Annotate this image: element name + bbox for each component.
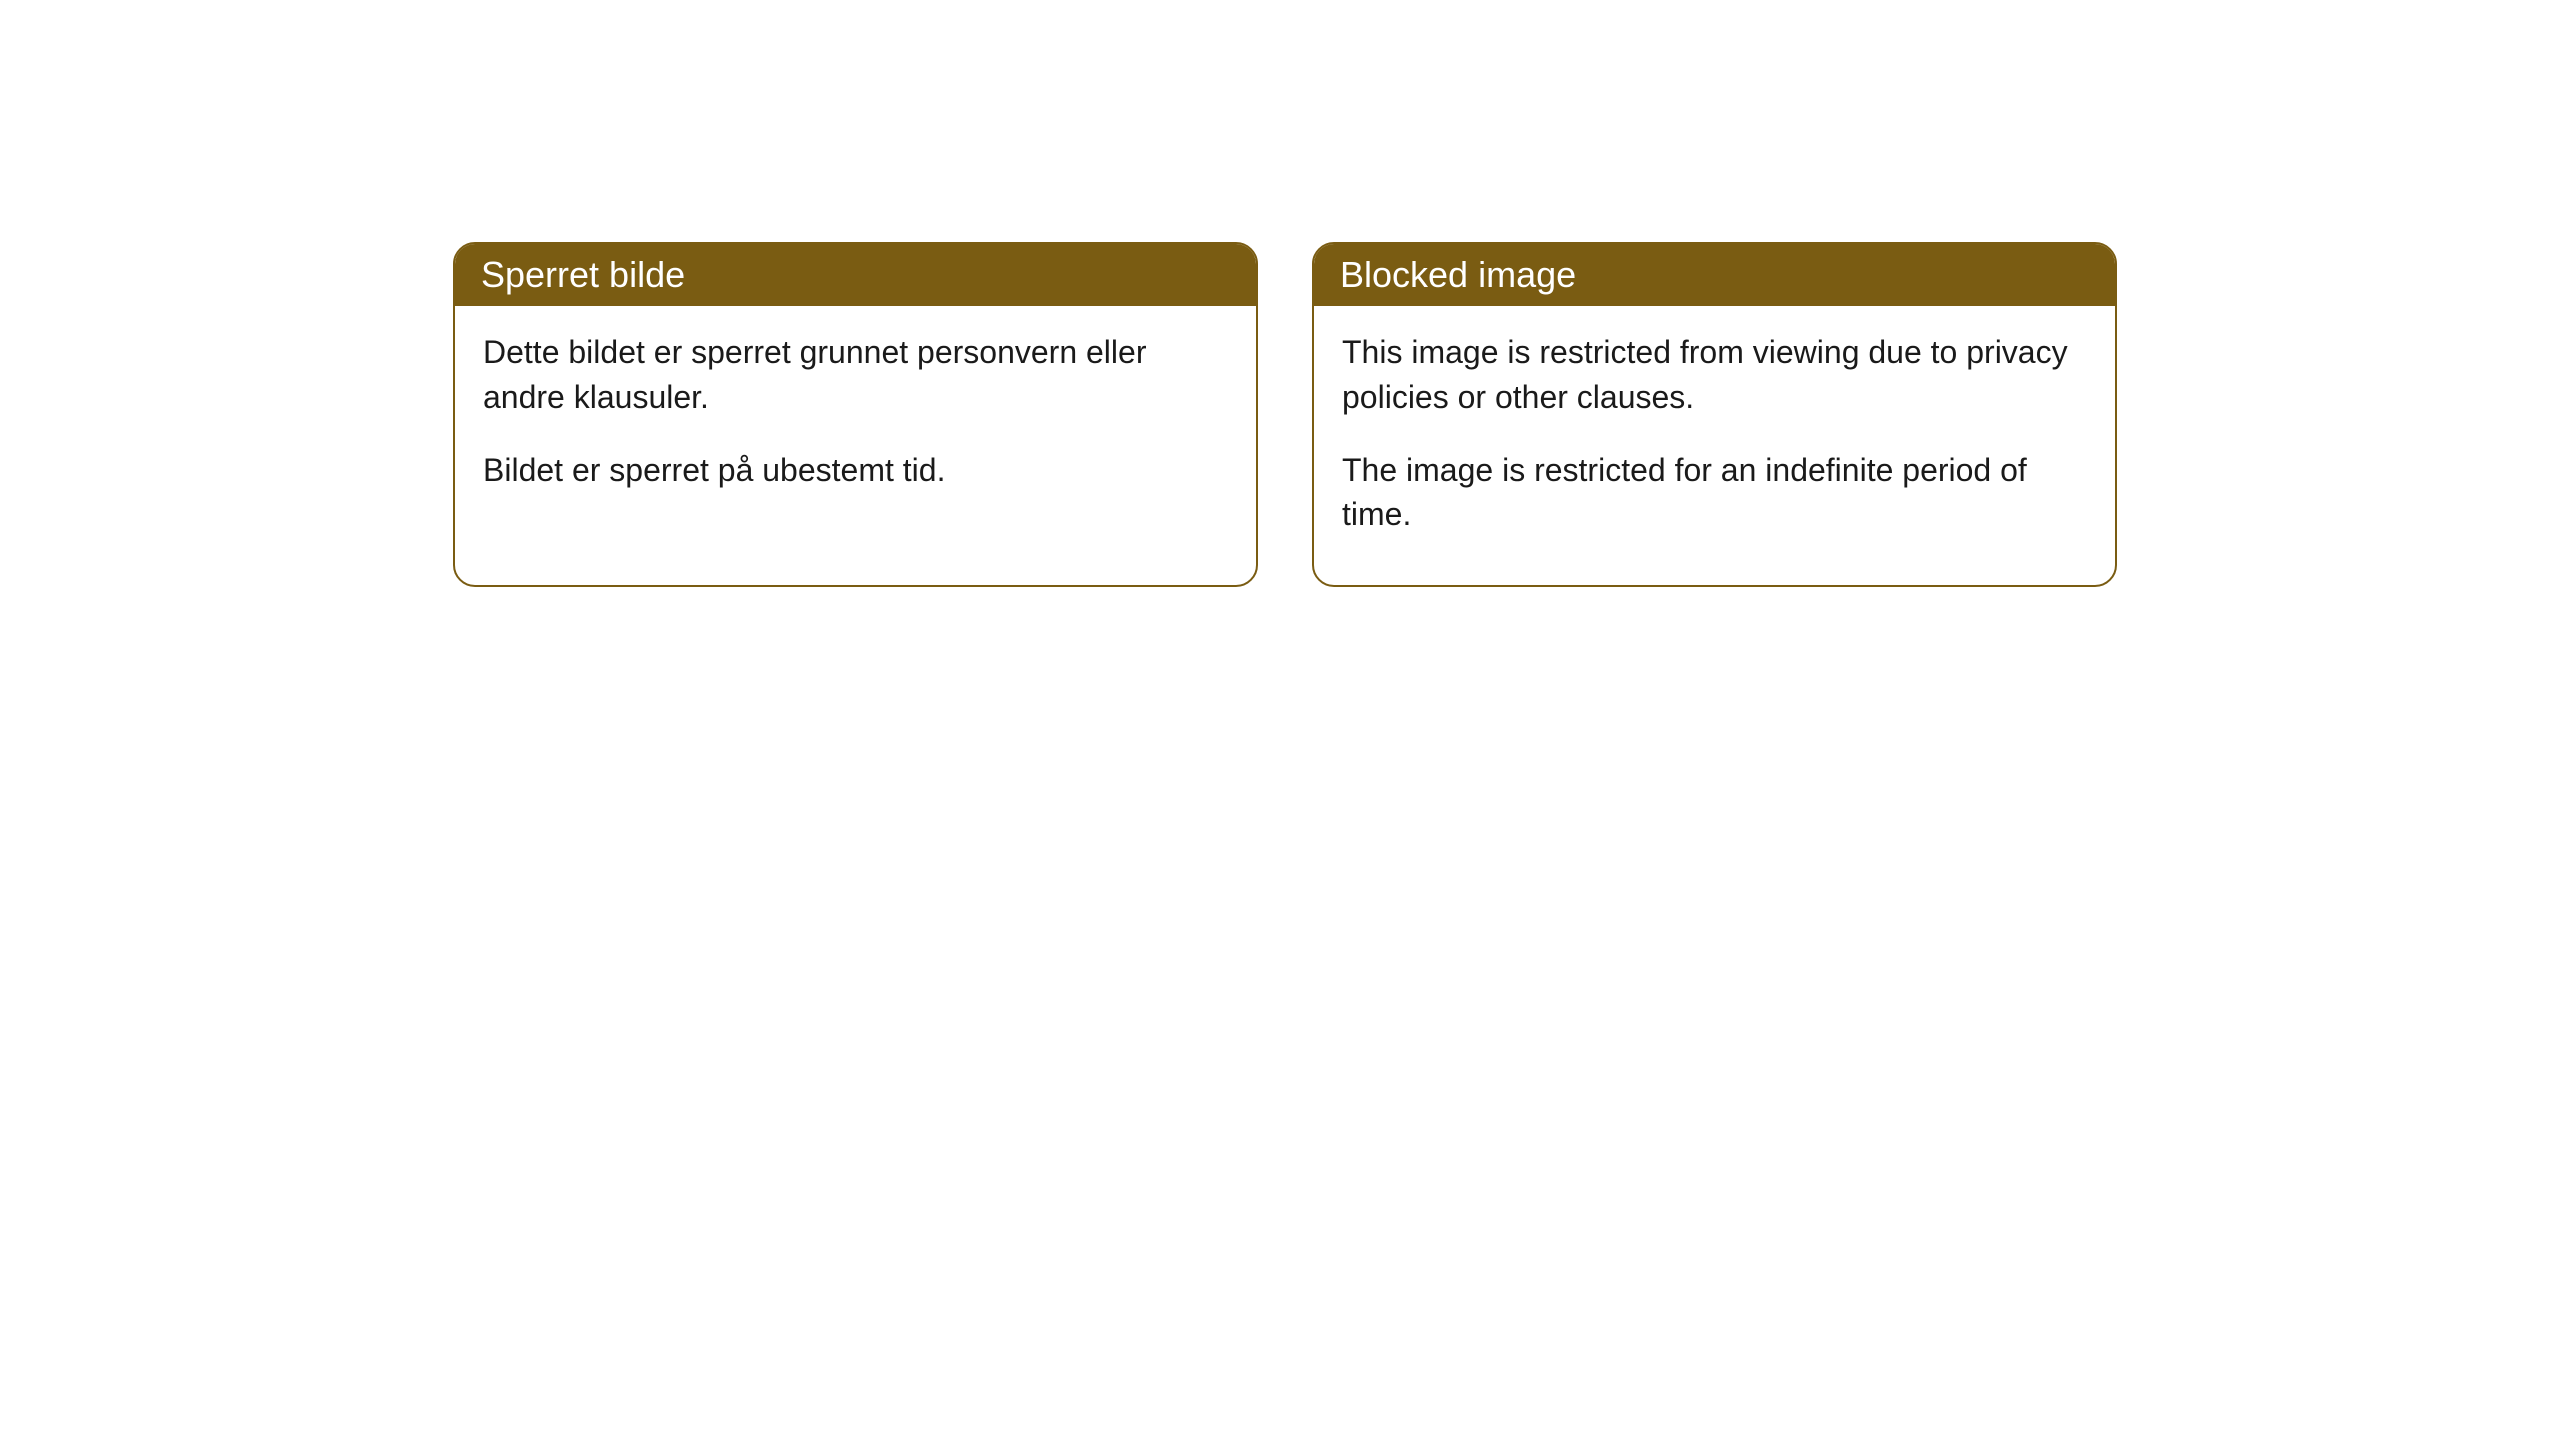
card-body-en: This image is restricted from viewing du…: [1314, 306, 2115, 585]
card-paragraph-2-en: The image is restricted for an indefinit…: [1342, 448, 2087, 538]
blocked-image-card-en: Blocked image This image is restricted f…: [1312, 242, 2117, 587]
card-paragraph-1-no: Dette bildet er sperret grunnet personve…: [483, 330, 1228, 420]
card-body-no: Dette bildet er sperret grunnet personve…: [455, 306, 1256, 540]
card-header-en: Blocked image: [1314, 244, 2115, 306]
blocked-image-card-no: Sperret bilde Dette bildet er sperret gr…: [453, 242, 1258, 587]
card-paragraph-1-en: This image is restricted from viewing du…: [1342, 330, 2087, 420]
card-paragraph-2-no: Bildet er sperret på ubestemt tid.: [483, 448, 1228, 493]
card-title-en: Blocked image: [1340, 254, 1576, 295]
card-header-no: Sperret bilde: [455, 244, 1256, 306]
notice-cards-container: Sperret bilde Dette bildet er sperret gr…: [0, 0, 2560, 587]
card-title-no: Sperret bilde: [481, 254, 685, 295]
